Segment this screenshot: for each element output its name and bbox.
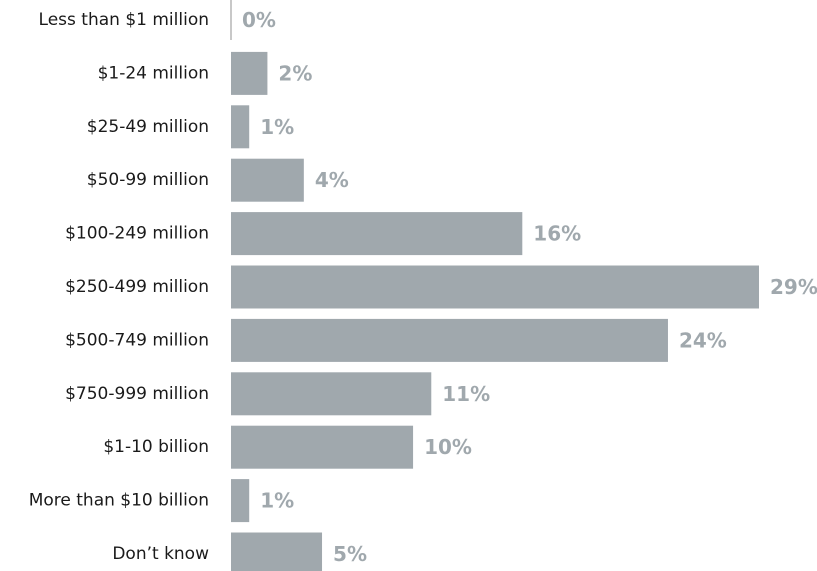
value-label: 29% bbox=[770, 275, 817, 299]
value-label: 4% bbox=[315, 168, 349, 192]
category-label: $250-499 million bbox=[65, 277, 209, 297]
value-label: 2% bbox=[278, 61, 312, 85]
category-label: $1-24 million bbox=[98, 63, 209, 83]
category-label: $750-999 million bbox=[65, 384, 209, 404]
bar bbox=[231, 372, 432, 416]
category-labels: Less than $1 million $1-24 million $25-49 … bbox=[29, 10, 209, 564]
value-label: 24% bbox=[679, 328, 727, 352]
category-label: $100-249 million bbox=[65, 224, 209, 244]
value-label: 10% bbox=[424, 435, 472, 459]
value-label: 1% bbox=[260, 489, 294, 513]
value-label: 5% bbox=[333, 542, 367, 566]
bar bbox=[231, 479, 250, 523]
bar bbox=[231, 265, 759, 309]
value-labels: 0% 2% 1% 4% 16% 29% 24% 11% 10% 1% 5% bbox=[242, 8, 817, 566]
bar bbox=[231, 318, 668, 362]
value-label: 11% bbox=[442, 382, 490, 406]
bar bbox=[231, 105, 250, 149]
value-label: 0% bbox=[242, 8, 276, 32]
value-label: 16% bbox=[533, 222, 581, 246]
category-label: $50-99 million bbox=[87, 170, 209, 190]
bar bbox=[231, 425, 414, 469]
bar bbox=[231, 51, 268, 95]
bars bbox=[231, 51, 759, 571]
bar bbox=[231, 212, 523, 256]
category-label: $500-749 million bbox=[65, 330, 209, 350]
category-label: $1-10 billion bbox=[103, 437, 209, 457]
value-label: 1% bbox=[260, 115, 294, 139]
category-label: $25-49 million bbox=[87, 117, 209, 137]
bar bbox=[231, 158, 304, 202]
category-label: Don’t know bbox=[112, 544, 209, 564]
category-label: Less than $1 million bbox=[39, 10, 209, 30]
category-label: More than $10 billion bbox=[29, 491, 209, 511]
bar bbox=[231, 532, 323, 571]
